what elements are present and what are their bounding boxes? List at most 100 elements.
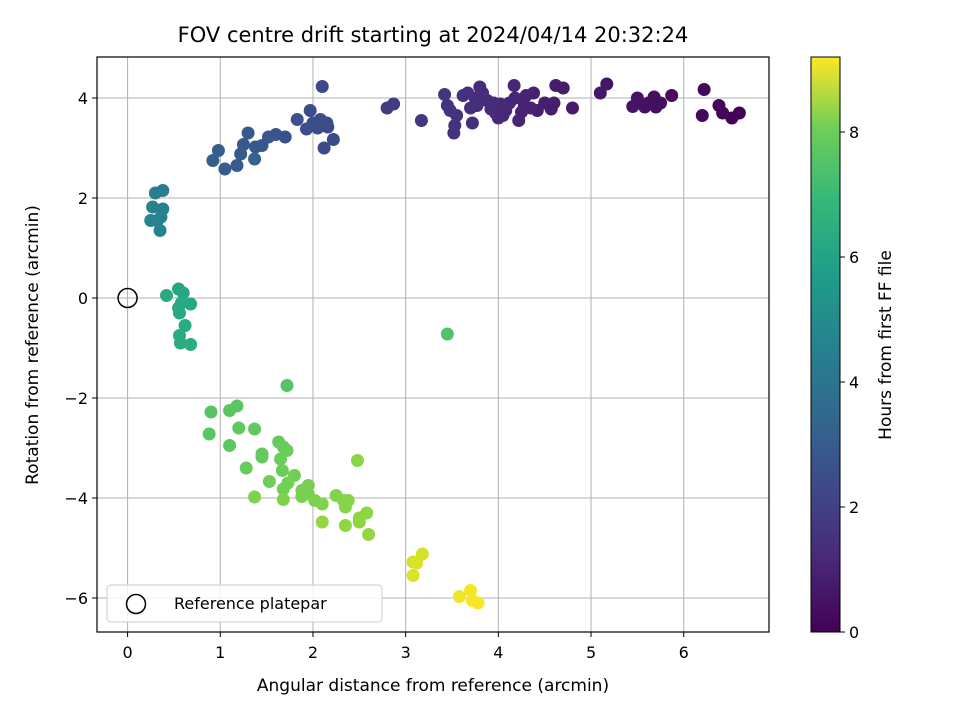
- data-point: [315, 515, 329, 529]
- y-tick-label: 0: [78, 289, 88, 308]
- data-point: [173, 336, 187, 350]
- y-axis-label: Rotation from reference (arcmin): [23, 205, 43, 485]
- data-point: [248, 422, 262, 436]
- data-point: [406, 569, 420, 582]
- reference-marker: [117, 287, 138, 309]
- data-point: [153, 224, 167, 237]
- legend: Reference platepar: [106, 584, 383, 623]
- data-point: [230, 399, 244, 413]
- colorbar: [810, 56, 841, 633]
- data-point: [414, 114, 428, 127]
- data-point: [456, 89, 470, 102]
- data-point: [512, 114, 526, 127]
- data-points: [144, 77, 746, 610]
- data-point: [549, 79, 563, 92]
- data-point: [172, 306, 186, 320]
- y-tick-label: 4: [78, 89, 88, 108]
- y-tick-label: −4: [64, 489, 88, 508]
- x-tick-label: 3: [401, 643, 411, 662]
- data-point: [276, 482, 290, 496]
- x-axis-label: Angular distance from reference (arcmin): [257, 676, 609, 696]
- data-point: [352, 515, 366, 529]
- y-tick-label: 2: [78, 189, 88, 208]
- data-point: [248, 490, 262, 504]
- data-point: [144, 214, 158, 227]
- data-point: [223, 439, 237, 452]
- data-point: [519, 89, 533, 102]
- data-point: [360, 506, 374, 520]
- colorbar-tick-label: 6: [849, 248, 859, 267]
- data-point: [697, 83, 711, 96]
- data-point: [473, 80, 487, 94]
- colorbar-axis: 0 2 4 6 8: [840, 123, 859, 642]
- data-point: [315, 497, 329, 511]
- colorbar-tick-label: 4: [849, 373, 859, 392]
- data-point: [148, 186, 162, 200]
- legend-marker: [125, 593, 147, 615]
- data-point: [178, 319, 192, 332]
- data-point: [338, 500, 352, 514]
- colorbar-tick-label: 0: [849, 623, 859, 642]
- data-point: [338, 519, 352, 532]
- data-point: [695, 109, 709, 122]
- data-point: [206, 154, 220, 167]
- y-tick-label: −6: [64, 589, 88, 608]
- data-point: [241, 126, 255, 140]
- data-point: [565, 101, 579, 115]
- data-point: [248, 152, 262, 166]
- data-point: [232, 421, 246, 435]
- data-point: [600, 77, 614, 91]
- data-point: [665, 89, 679, 102]
- colorbar-tick-label: 8: [849, 123, 859, 142]
- data-point: [218, 162, 232, 176]
- data-point: [211, 144, 225, 157]
- x-tick-label: 5: [586, 643, 596, 662]
- data-point: [326, 133, 340, 146]
- data-point: [315, 80, 329, 93]
- data-point: [464, 101, 478, 115]
- data-point: [593, 86, 607, 100]
- colorbar-label: Hours from first FF file: [876, 250, 896, 440]
- data-point: [299, 122, 313, 136]
- legend-box: [106, 584, 383, 623]
- data-point: [438, 88, 452, 101]
- data-point: [204, 405, 218, 419]
- data-point: [248, 140, 262, 154]
- data-point: [176, 286, 190, 300]
- data-point: [440, 99, 454, 112]
- x-tick-label: 4: [493, 643, 503, 662]
- data-point: [290, 113, 304, 126]
- data-point: [465, 116, 479, 130]
- data-point: [239, 461, 253, 475]
- plot-frame: [96, 56, 770, 633]
- data-point: [317, 141, 331, 155]
- data-point: [184, 338, 198, 351]
- y-axis: −6 −4 −2 0 2 4: [64, 89, 97, 608]
- y-tick-label: −2: [64, 389, 88, 408]
- data-point: [202, 427, 216, 441]
- data-point: [230, 159, 244, 172]
- data-point: [410, 556, 424, 570]
- data-point: [350, 454, 364, 467]
- data-point: [638, 100, 652, 114]
- data-point: [380, 101, 394, 115]
- data-point: [262, 475, 276, 488]
- legend-entry-reference-platepar: Reference platepar: [174, 594, 327, 613]
- x-axis: 0 1 2 3 4 5 6: [122, 632, 689, 662]
- x-tick-label: 2: [308, 643, 318, 662]
- data-point: [275, 464, 289, 477]
- data-point: [464, 584, 478, 597]
- data-point: [712, 99, 726, 112]
- data-point: [471, 596, 485, 610]
- chart-title: FOV centre drift starting at 2024/04/14 …: [178, 23, 689, 47]
- data-point: [452, 590, 466, 603]
- x-tick-label: 0: [122, 643, 132, 662]
- data-point: [440, 327, 454, 341]
- data-point: [447, 126, 461, 140]
- data-point: [507, 79, 521, 92]
- data-point: [303, 104, 317, 117]
- data-point: [160, 289, 174, 302]
- data-point: [276, 493, 290, 506]
- data-point: [626, 100, 640, 113]
